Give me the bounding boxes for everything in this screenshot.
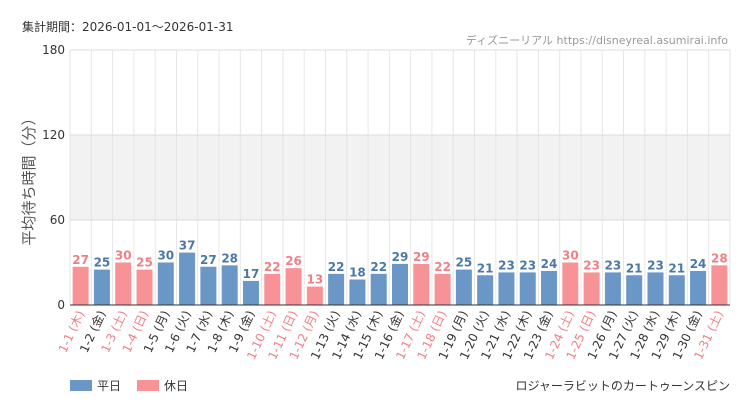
data-label: 24	[541, 257, 558, 271]
data-label: 25	[456, 256, 473, 270]
bar	[136, 269, 153, 305]
bar	[115, 262, 132, 305]
bar	[413, 263, 430, 305]
bar	[477, 275, 494, 305]
bar	[93, 269, 110, 305]
data-label: 30	[115, 249, 132, 263]
attraction-name: ロジャーラビットのカートゥーンスピン	[515, 379, 730, 393]
data-label: 23	[498, 258, 515, 272]
bar	[455, 269, 472, 305]
bar	[541, 271, 558, 305]
legend-swatch	[70, 380, 92, 391]
period-label: 集計期間：2026-01-01～2026-01-31	[22, 19, 233, 34]
bar	[498, 272, 515, 305]
data-label: 25	[136, 256, 153, 270]
bar	[264, 273, 281, 305]
data-label: 21	[668, 261, 685, 275]
data-label: 17	[243, 267, 260, 281]
data-label: 23	[605, 258, 622, 272]
data-label: 37	[179, 239, 196, 253]
bar	[370, 273, 387, 305]
data-label: 23	[647, 258, 664, 272]
data-label: 24	[690, 257, 707, 271]
y-tick-label: 180	[42, 43, 65, 57]
bar	[200, 266, 217, 305]
legend-swatch	[137, 380, 159, 391]
data-label: 26	[285, 254, 302, 268]
data-label: 22	[328, 260, 345, 274]
bar	[711, 265, 728, 305]
bar	[242, 280, 259, 305]
bar	[392, 263, 408, 305]
bar	[157, 262, 174, 305]
y-tick-label: 120	[42, 128, 65, 142]
bar	[328, 273, 345, 305]
data-label: 22	[434, 260, 451, 274]
bar	[690, 271, 707, 305]
data-label: 27	[72, 253, 89, 267]
data-label: 13	[306, 273, 323, 287]
bar	[604, 272, 621, 305]
y-tick-label: 0	[57, 298, 65, 312]
data-label: 22	[264, 260, 281, 274]
data-label: 21	[626, 261, 643, 275]
legend-label: 休日	[164, 379, 188, 393]
data-label: 29	[413, 250, 430, 264]
bar	[179, 252, 196, 305]
data-label: 22	[370, 260, 387, 274]
data-label: 28	[711, 251, 728, 265]
highlight-band	[70, 135, 730, 220]
data-label: 28	[221, 251, 238, 265]
bar	[434, 273, 451, 305]
legend-label: 平日	[97, 379, 121, 393]
bar	[349, 279, 366, 305]
data-label: 27	[200, 253, 217, 267]
bar	[519, 272, 536, 305]
bar	[668, 275, 685, 305]
data-label: 23	[519, 258, 536, 272]
data-label: 18	[349, 266, 366, 280]
y-axis-label: 平均待ち時間（分）	[20, 110, 38, 245]
data-label: 30	[157, 249, 174, 263]
y-tick-label: 60	[50, 213, 65, 227]
bar	[285, 268, 302, 305]
data-label: 30	[562, 249, 579, 263]
bar	[647, 272, 664, 305]
source-label: ディズニーリアル https://disneyreal.asumirai.inf…	[466, 33, 728, 47]
data-label: 29	[392, 250, 409, 264]
data-label: 23	[583, 258, 600, 272]
bar	[72, 266, 89, 305]
bar	[583, 272, 600, 305]
data-label: 25	[94, 256, 111, 270]
bar	[221, 265, 238, 305]
bar	[306, 286, 323, 305]
data-label: 21	[477, 261, 494, 275]
bar	[626, 275, 643, 305]
bar	[562, 262, 579, 305]
